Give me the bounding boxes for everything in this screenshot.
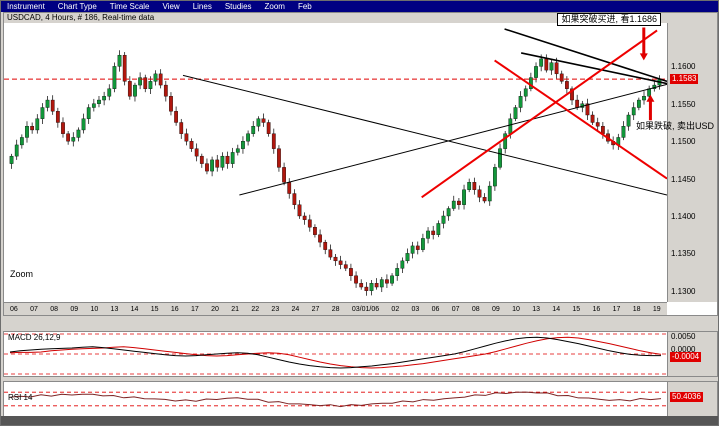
time-tick: 03/01/06 [351, 305, 380, 313]
time-tick: 17 [612, 305, 621, 313]
time-tick: 13 [110, 305, 119, 313]
breakout-annotation[interactable]: 如果突破买进, 看1.1686 [557, 13, 661, 26]
time-tick: 20 [211, 305, 219, 313]
main-chart-panel: USDCAD, 4 Hours, # 186, Real-time data Z… [3, 12, 718, 316]
rsi-axis: 50.4036 [667, 382, 717, 416]
menu-instrument[interactable]: Instrument [7, 2, 45, 11]
price-tick: 1.1300 [671, 286, 696, 296]
time-tick: 06 [431, 305, 440, 313]
price-tick: 1.1450 [671, 174, 696, 184]
time-tick: 22 [251, 305, 260, 313]
time-tick: 17 [190, 305, 199, 313]
rsi-panel: RSI 14 50.4036 [3, 381, 718, 417]
current-price-badge: 1.1583 [670, 74, 699, 85]
price-tick: 1.1500 [671, 137, 696, 147]
time-tick: 09 [70, 305, 79, 313]
time-tick: 24 [291, 305, 300, 313]
menu-bar: Instrument Chart Type Time Scale View Li… [1, 1, 718, 12]
time-tick: 14 [130, 305, 139, 313]
menu-feb[interactable]: Feb [297, 2, 312, 11]
macd-current-badge: -0.0004 [670, 352, 702, 362]
time-tick: 15 [572, 305, 581, 313]
macd-chart[interactable] [4, 332, 667, 376]
rsi-current-badge: 50.4036 [670, 392, 703, 402]
time-tick: 10 [90, 305, 99, 313]
menu-zoom[interactable]: Zoom [264, 2, 285, 11]
macd-axis: 0.0050 0.0000 -0.0004 [667, 332, 717, 376]
time-tick: 18 [632, 305, 641, 313]
time-tick: 10 [512, 305, 520, 313]
time-tick: 23 [271, 305, 280, 313]
breakdown-annotation[interactable]: 如果跌破, 卖出USD [635, 121, 714, 131]
time-tick: 02 [391, 305, 400, 313]
menu-time-scale[interactable]: Time Scale [109, 2, 150, 11]
macd-title: MACD 26,12,9 [8, 333, 61, 342]
time-tick: 15 [150, 305, 159, 313]
time-tick: 07 [30, 305, 38, 313]
window-bottom-edge [1, 416, 718, 425]
time-tick: 09 [491, 305, 500, 313]
time-tick: 19 [652, 305, 661, 313]
time-tick: 07 [451, 305, 460, 313]
price-plot[interactable] [4, 23, 667, 302]
candlestick-chart[interactable] [4, 23, 667, 302]
price-axis: 1.1600 1.1550 1.1500 1.1450 1.1400 1.1350 1.13… [667, 23, 717, 302]
menu-chart-type[interactable]: Chart Type [57, 2, 97, 11]
menu-studies[interactable]: Studies [224, 2, 252, 11]
price-tick: 1.1550 [671, 99, 696, 109]
time-tick: 16 [170, 305, 179, 313]
chart-title: USDCAD, 4 Hours, # 186, Real-time data [4, 13, 717, 23]
menu-view[interactable]: View [162, 2, 180, 11]
time-tick: 06 [10, 305, 18, 313]
time-tick: 21 [231, 305, 239, 313]
time-tick: 27 [311, 305, 320, 313]
time-tick: 13 [532, 305, 540, 313]
macd-tick-upper: 0.0050 [671, 332, 696, 341]
macd-tick-zero: 0.0000 [671, 345, 696, 354]
macd-panel: MACD 26,12,9 0.0050 0.0000 -0.0004 [3, 331, 718, 377]
menu-lines[interactable]: Lines [192, 2, 212, 11]
time-tick: 08 [471, 305, 480, 313]
rsi-chart[interactable] [4, 382, 667, 416]
rsi-title: RSI 14 [8, 393, 33, 402]
price-tick: 1.1400 [671, 211, 696, 221]
time-tick: 14 [552, 305, 561, 313]
time-tick: 08 [50, 305, 59, 313]
time-axis: 06 07 08 09 10 13 14 15 16 17 20 21 22 23 24 27 28 03/01/… [4, 302, 667, 315]
time-tick: 16 [592, 305, 601, 313]
time-tick: 28 [331, 305, 340, 313]
zoom-label[interactable]: Zoom [10, 269, 34, 279]
time-tick: 03 [411, 305, 420, 313]
price-tick: 1.1350 [671, 249, 696, 259]
price-tick: 1.1600 [671, 62, 696, 72]
